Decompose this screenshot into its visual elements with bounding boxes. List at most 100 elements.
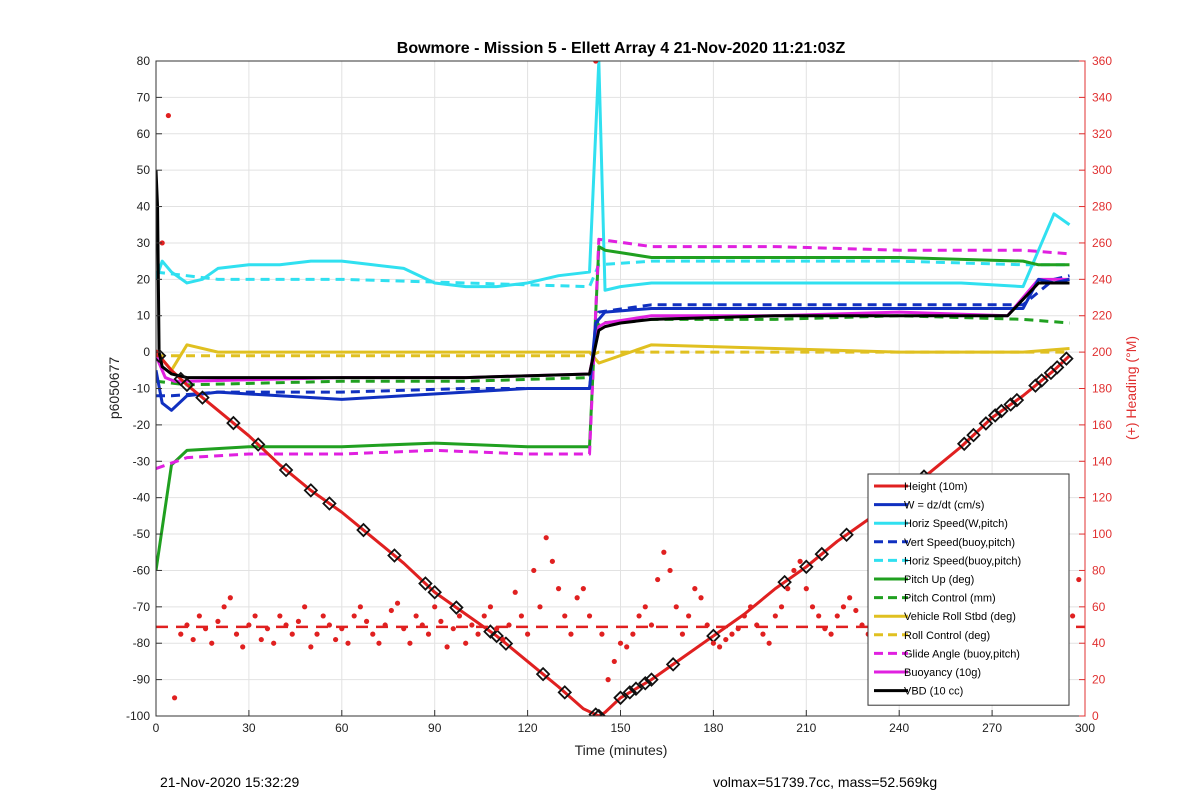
y-tick-label: 50 — [137, 163, 151, 177]
marker-20 — [591, 708, 607, 716]
heading-point-102 — [785, 586, 791, 592]
heading-point-73 — [605, 677, 611, 683]
y2-tick-label: 200 — [1092, 345, 1112, 359]
legend-box — [867, 473, 1070, 706]
heading-point-60 — [525, 631, 531, 637]
y2-axis-label: (+) Heading (°M) — [1123, 336, 1139, 440]
x-axis: 0 30 60 90 120 150 180 210 240 270 300 — [153, 710, 1095, 735]
y2-tick-label: 300 — [1092, 163, 1112, 177]
heading-point-104 — [797, 558, 803, 564]
heading-point-72 — [599, 631, 605, 637]
heading-point-52 — [475, 631, 481, 637]
y-axis-label: p6050677 — [106, 357, 122, 420]
heading-point-64 — [549, 558, 555, 564]
series-line-2 — [156, 61, 1071, 292]
y2-tick-label: 260 — [1092, 236, 1112, 250]
heading-point-88 — [698, 595, 704, 601]
marker-19 — [588, 707, 603, 716]
marker-46 — [1059, 351, 1074, 366]
heading-point-89 — [704, 622, 710, 628]
heading-point-80 — [648, 622, 655, 628]
heading-point-103 — [791, 567, 797, 574]
heading-point-84 — [673, 604, 679, 610]
series-line-1 — [156, 277, 1070, 412]
x-tick-label: 0 — [153, 721, 160, 735]
footer-timestamp: 21-Nov-2020 15:32:29 — [160, 774, 300, 790]
heading-point-74 — [611, 658, 617, 665]
series-line-7 — [156, 343, 1070, 372]
heading-point-70 — [586, 613, 593, 619]
x-tick-label: 300 — [1075, 721, 1095, 735]
y2-tick-label: 140 — [1092, 454, 1112, 468]
heading-point-24 — [302, 604, 308, 610]
marker-24 — [638, 675, 653, 691]
heading-point-92 — [723, 636, 729, 643]
heading-point-35 — [370, 631, 376, 637]
heading-point-75 — [617, 640, 624, 646]
heading-point-57 — [506, 622, 512, 628]
series-line-9 — [156, 237, 1070, 470]
y2-tick-label: 160 — [1092, 418, 1112, 432]
y-tick-label: -20 — [133, 418, 151, 432]
y-tick-label: -100 — [126, 709, 150, 723]
y-tick-label: 80 — [137, 54, 151, 68]
marker-39 — [994, 403, 1009, 419]
heading-point-5 — [184, 622, 190, 628]
y-tick-label: 10 — [137, 309, 151, 323]
y-tick-label: -70 — [133, 600, 151, 614]
marker-11 — [418, 576, 433, 591]
heading-point-106 — [809, 604, 816, 610]
heading-point-32 — [351, 613, 357, 619]
heading-point-96 — [747, 604, 754, 610]
legend-label-9: Glide Angle (buoy,pitch) — [904, 648, 1020, 660]
heading-point-86 — [686, 613, 692, 619]
series-line-10 — [156, 277, 1070, 383]
heading-point-18 — [264, 626, 271, 632]
heading-point-37 — [382, 622, 388, 628]
heading-point-113 — [853, 607, 859, 614]
heading-point-4 — [178, 631, 184, 637]
heading-point-22 — [289, 631, 295, 637]
heading-point-99 — [766, 640, 772, 646]
legend-label-4: Horiz Speed(buoy,pitch) — [904, 555, 1021, 567]
heading-point-33 — [357, 604, 363, 610]
heading-point-21 — [283, 622, 289, 628]
marker-31 — [839, 527, 854, 543]
heading-point-26 — [314, 631, 320, 637]
heading-point-68 — [574, 595, 580, 601]
y2-tick-label: 80 — [1092, 563, 1106, 577]
legend: Height (10m) W = dz/dt (cm/s) Horiz Speed(… — [867, 473, 1070, 706]
heading-point-55 — [494, 626, 500, 632]
heading-point-95 — [741, 613, 747, 619]
heading-point-43 — [419, 622, 425, 628]
heading-point-9 — [209, 640, 215, 646]
heading-point-49 — [456, 613, 463, 619]
heading-point-40 — [401, 626, 407, 632]
heading-point-29 — [333, 636, 339, 643]
legend-label-11: VBD (10 cc) — [904, 686, 963, 698]
x-tick-label: 90 — [428, 721, 442, 735]
marker-2 — [179, 377, 195, 393]
heading-point-67 — [568, 631, 574, 637]
heading-point-83 — [667, 567, 673, 574]
heading-point-77 — [630, 631, 636, 637]
heading-point-38 — [388, 607, 394, 614]
heading-point-56 — [500, 636, 506, 643]
heading-point-42 — [413, 613, 419, 619]
y2-tick-label: 320 — [1092, 127, 1112, 141]
legend-label-3: Vert Speed(buoy,pitch) — [904, 537, 1015, 549]
marker-37 — [978, 416, 994, 431]
marker-30 — [814, 546, 830, 562]
heading-point-10 — [215, 618, 221, 624]
heading-point-36 — [376, 640, 382, 646]
marker-23 — [628, 681, 644, 696]
heading-point-110 — [834, 613, 840, 619]
heading-point-1 — [159, 240, 165, 246]
heading-point-54 — [487, 604, 494, 610]
y-tick-label: -40 — [133, 491, 151, 505]
heading-point-71 — [593, 61, 599, 64]
heading-point-97 — [754, 622, 760, 628]
heading-point-61 — [531, 567, 537, 574]
heading-point-11 — [221, 604, 227, 610]
y-axis-left: -100-90-80-70-60-50-40-30-20-10010203040… — [126, 54, 162, 723]
